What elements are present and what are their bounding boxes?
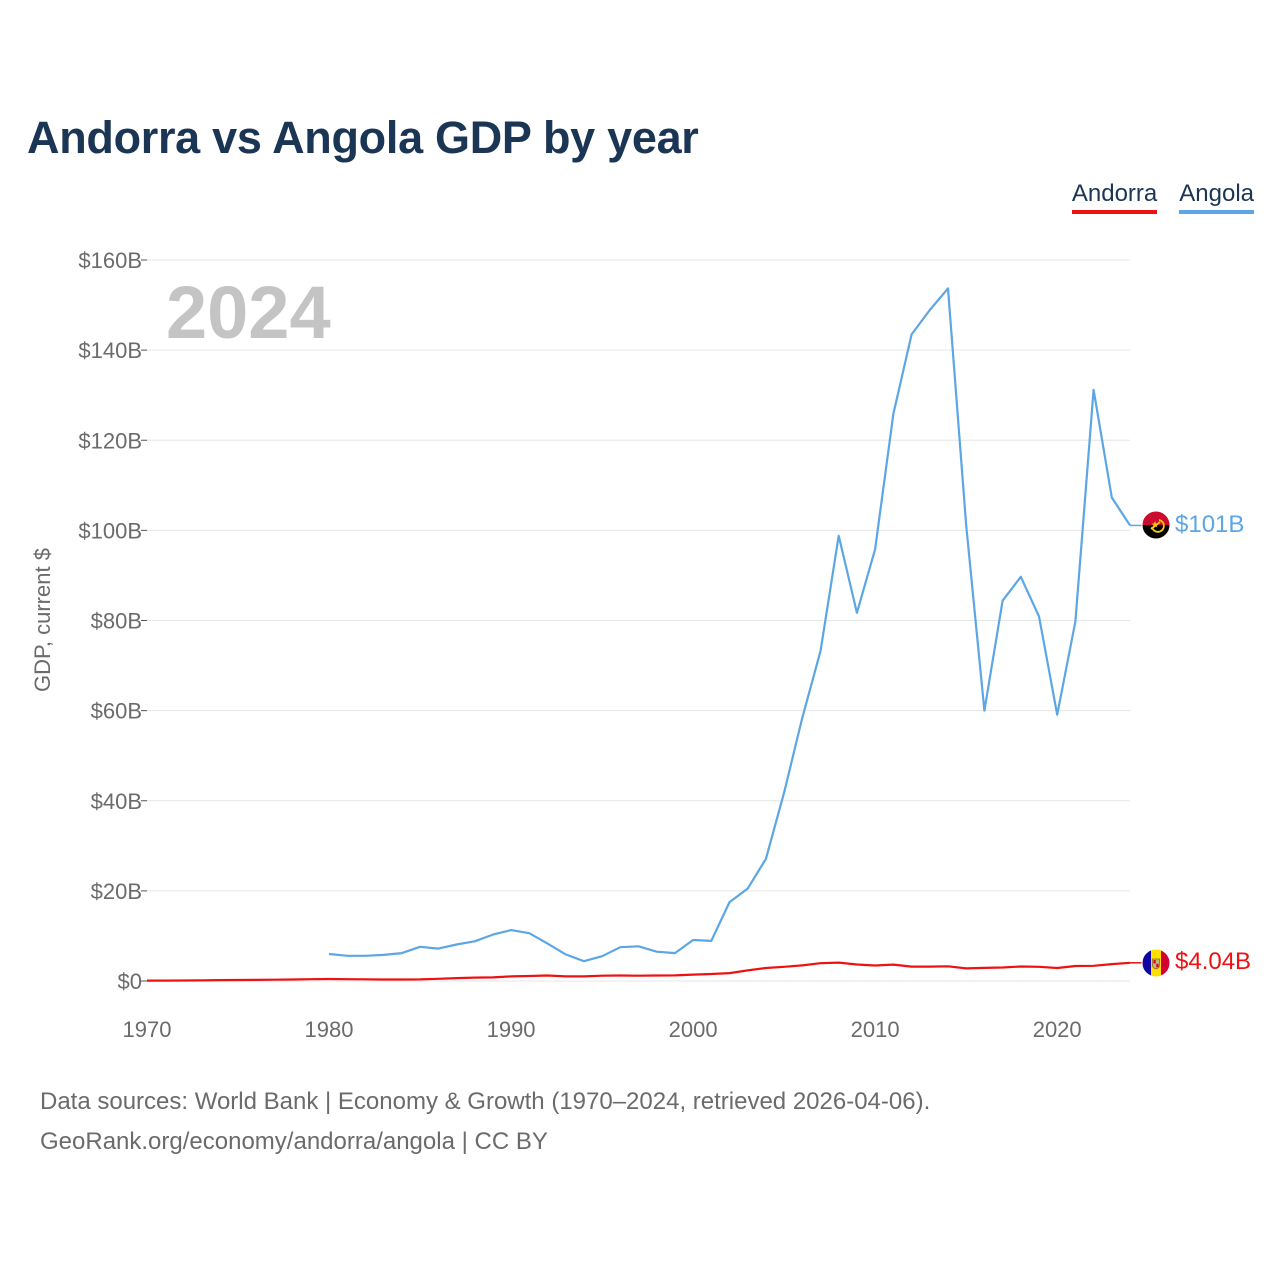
y-tick-label: $140B: [78, 338, 142, 363]
gridlines: [141, 259, 1130, 982]
x-tick-label: 2020: [1033, 1017, 1082, 1042]
legend: Andorra Angola: [1071, 180, 1254, 214]
x-axis-ticks: 1970 1980 1990 2000 2010 2020: [123, 1017, 1082, 1042]
year-watermark: 2024: [166, 271, 331, 354]
y-tick-label: $80B: [91, 609, 142, 634]
source-line-1: Data sources: World Bank | Economy & Gro…: [40, 1088, 931, 1115]
gdp-line-chart: $0 $20B $40B $60B $80B $100B $120B $140B $160B 1…: [30, 248, 1251, 1042]
andorra-flag-icon: [1141, 948, 1171, 978]
angola-flag-icon: [1141, 510, 1171, 540]
y-tick-label: $60B: [91, 699, 142, 724]
source-note: Data sources: World Bank | Economy & Gro…: [40, 1082, 930, 1162]
y-axis-ticks: $0 $20B $40B $60B $80B $100B $120B $140B $160B: [78, 248, 142, 994]
y-tick-label: $20B: [91, 879, 142, 904]
x-tick-label: 1980: [305, 1017, 354, 1042]
andorra-end-value: $4.04B: [1175, 948, 1251, 975]
y-axis-label: GDP, current $: [30, 548, 55, 692]
x-tick-label: 2000: [669, 1017, 718, 1042]
series-line-angola: [328, 287, 1131, 963]
legend-item-angola[interactable]: Angola: [1179, 180, 1254, 214]
series-lines: [147, 287, 1142, 982]
y-tick-label: $120B: [78, 428, 142, 453]
end-markers: $101B $4.04B: [1141, 510, 1251, 978]
legend-item-andorra[interactable]: Andorra: [1071, 180, 1158, 214]
x-tick-label: 1970: [123, 1017, 172, 1042]
y-tick-label: $100B: [78, 518, 142, 543]
series-line-andorra: [147, 961, 1131, 982]
source-line-2: GeoRank.org/economy/andorra/angola | CC …: [40, 1128, 548, 1155]
x-tick-label: 1990: [487, 1017, 536, 1042]
chart-title: Andorra vs Angola GDP by year: [27, 112, 699, 163]
x-tick-label: 2010: [851, 1017, 900, 1042]
y-tick-label: $0: [118, 969, 142, 994]
y-tick-label: $40B: [91, 789, 142, 814]
angola-end-value: $101B: [1175, 511, 1244, 538]
y-tick-label: $160B: [78, 248, 142, 273]
